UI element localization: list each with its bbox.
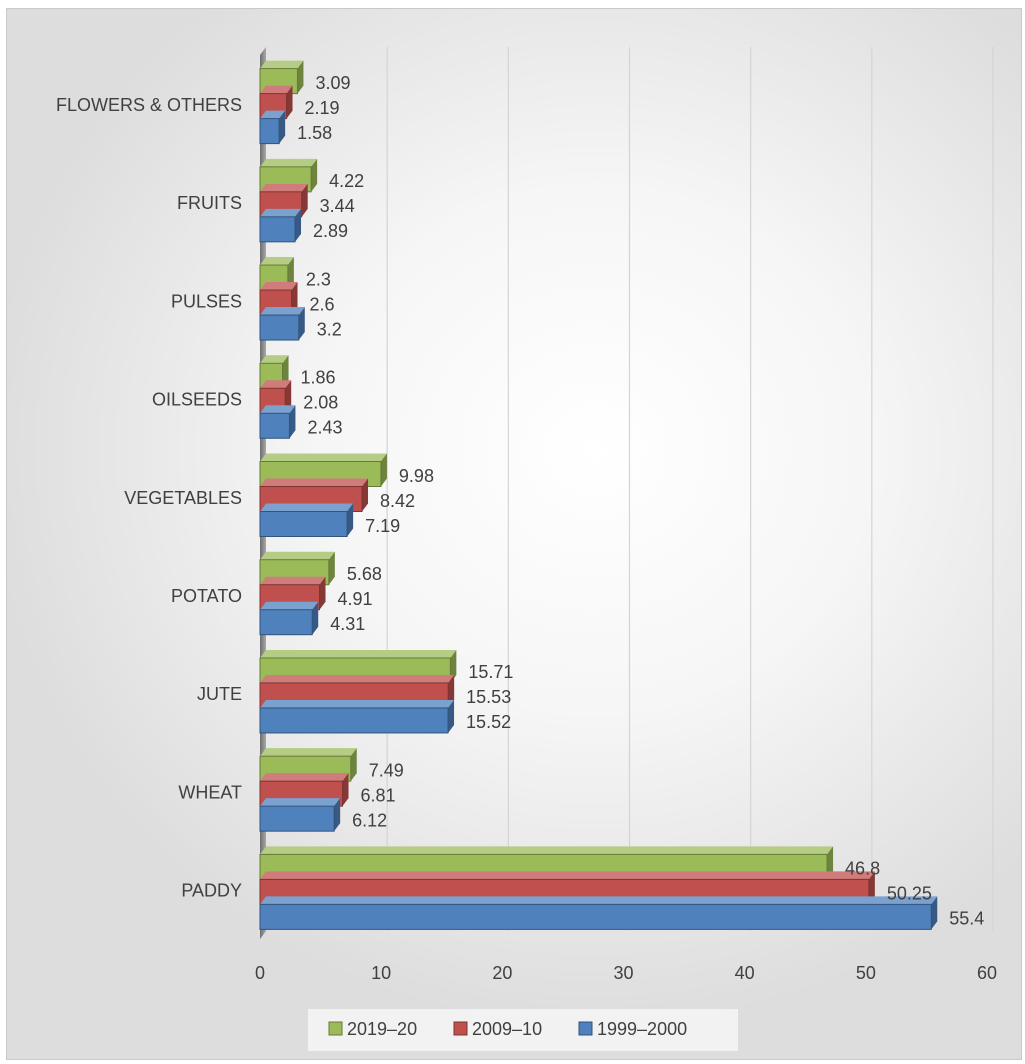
bar-fruits-1999-2000: [259, 208, 302, 243]
data-label: 15.71: [468, 662, 513, 682]
category-label: POTATO: [171, 586, 242, 606]
bar-potato-1999-2000: [259, 601, 319, 636]
x-tick-label: 20: [492, 963, 512, 983]
x-axis-ticks: 0 10 20 30 40 50 60: [255, 963, 997, 983]
legend-label: 2019–20: [347, 1019, 417, 1039]
data-label: 7.49: [369, 760, 404, 780]
data-label: 2.08: [303, 393, 338, 413]
bar-oilseeds-1999-2000: [259, 405, 296, 439]
category-label: OILSEEDS: [152, 390, 242, 410]
x-tick-label: 0: [255, 963, 265, 983]
legend-swatch-2009-10: [453, 1021, 468, 1036]
x-tick-label: 60: [977, 963, 997, 983]
category-label: FRUITS: [177, 193, 242, 213]
category-label: JUTE: [197, 684, 242, 704]
category-label: PULSES: [171, 291, 242, 311]
bar-jute-1999-2000: [259, 699, 455, 734]
bars: [259, 60, 938, 930]
bar-pulses-1999-2000: [259, 307, 305, 341]
data-label: 4.31: [330, 614, 365, 634]
category-label: VEGETABLES: [124, 488, 242, 508]
data-label: 3.09: [315, 73, 350, 93]
data-label: 7.19: [365, 516, 400, 536]
data-label: 1.86: [301, 368, 336, 388]
x-tick-label: 40: [735, 963, 755, 983]
legend-label: 2009–10: [472, 1019, 542, 1039]
data-label: 3.44: [320, 196, 355, 216]
category-labels: PADDY WHEAT JUTE POTATO VEGETABLES OILSEEDS PU…: [56, 95, 242, 901]
x-tick-label: 30: [613, 963, 633, 983]
chart-area: 46.8 50.25 55.4 7.49 6.81 6.12 15.71 15.53 15.52…: [6, 8, 1022, 1060]
data-labels: 46.8 50.25 55.4 7.49 6.81 6.12 15.71 15.53 15.52…: [297, 73, 984, 929]
data-label: 8.42: [380, 491, 415, 511]
data-label: 15.52: [466, 712, 511, 732]
bar-wheat-1999-2000: [259, 798, 341, 832]
category-label: WHEAT: [178, 782, 242, 802]
data-label: 6.81: [361, 785, 396, 805]
x-tick-label: 50: [856, 963, 876, 983]
data-label: 46.8: [845, 859, 880, 879]
bar-paddy-1999-2000: [259, 896, 938, 930]
data-label: 2.43: [307, 418, 342, 438]
data-label: 55.4: [949, 909, 984, 929]
data-label: 6.12: [352, 810, 387, 830]
legend-box: [308, 1009, 738, 1051]
bar-chart: 46.8 50.25 55.4 7.49 6.81 6.12 15.71 15.53 15.52…: [56, 47, 997, 1051]
data-label: 9.98: [399, 466, 434, 486]
data-label: 2.3: [306, 269, 331, 289]
category-label: FLOWERS & OTHERS: [56, 95, 242, 115]
data-label: 4.91: [337, 589, 372, 609]
data-label: 50.25: [887, 884, 932, 904]
category-label: PADDY: [181, 881, 242, 901]
bar-vegetables-1999-2000: [259, 503, 354, 537]
legend: 2019–20 2009–10 1999–2000: [308, 1009, 738, 1051]
legend-swatch-1999-2000: [578, 1021, 593, 1036]
data-label: 2.19: [305, 98, 340, 118]
data-label: 4.22: [329, 171, 364, 191]
legend-swatch-2019-20: [328, 1021, 343, 1036]
gridlines: [386, 47, 994, 931]
bar-flowers-others-1999-2000: [259, 110, 286, 145]
data-label: 2.89: [313, 221, 348, 241]
bar-fruits-2019-20: [259, 158, 318, 193]
data-label: 5.68: [347, 564, 382, 584]
x-tick-label: 10: [371, 963, 391, 983]
data-label: 1.58: [297, 123, 332, 143]
data-label: 3.2: [317, 319, 342, 339]
data-label: 15.53: [466, 687, 511, 707]
data-label: 2.6: [310, 294, 335, 314]
legend-label: 1999–2000: [597, 1019, 687, 1039]
